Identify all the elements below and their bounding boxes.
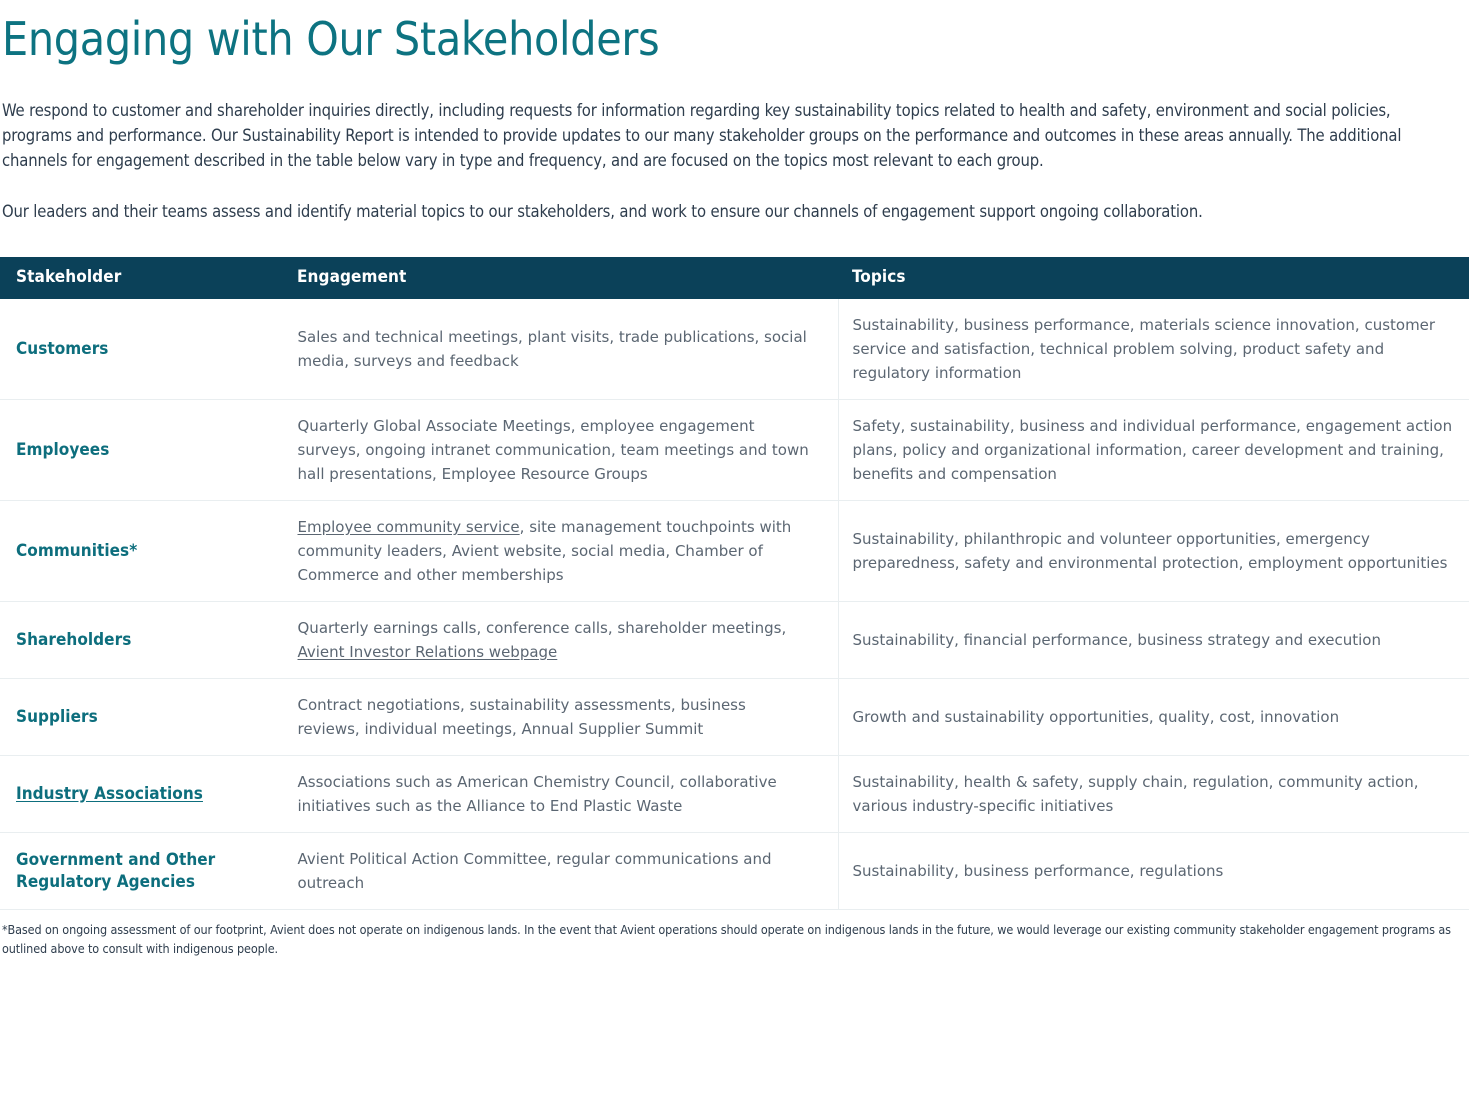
column-header-engagement: Engagement xyxy=(279,257,838,299)
engagement-text: Quarterly earnings calls, conference cal… xyxy=(297,619,787,637)
cell-stakeholder: Government and Other Regulatory Agencies xyxy=(0,832,280,910)
table-header-row: Stakeholder Engagement Topics xyxy=(0,257,1469,299)
intro-block: We respond to customer and shareholder i… xyxy=(0,98,1469,224)
column-header-topics: Topics xyxy=(838,257,1469,299)
cell-topics: Sustainability, business performance, ma… xyxy=(838,299,1469,400)
table-footnote: *Based on ongoing assessment of our foot… xyxy=(2,922,1451,956)
cell-stakeholder: Customers xyxy=(0,299,280,400)
engagement-link[interactable]: Employee community service xyxy=(297,518,520,536)
cell-engagement: Contract negotiations, sustainability as… xyxy=(279,678,839,756)
cell-engagement: Associations such as American Chemistry … xyxy=(279,755,839,833)
cell-engagement: Avient Political Action Committee, regul… xyxy=(279,832,839,910)
engagement-text-rest: , site management touchpoints with commu… xyxy=(297,518,792,584)
cell-stakeholder: Communities* xyxy=(0,500,280,602)
cell-stakeholder: Shareholders xyxy=(0,601,280,679)
cell-engagement[interactable]: Quarterly earnings calls, conference cal… xyxy=(279,601,839,679)
table-row: Suppliers Contract negotiations, sustaina… xyxy=(0,678,1469,756)
cell-engagement: Sales and technical meetings, plant visi… xyxy=(279,299,839,400)
table-row: Employees Quarterly Global Associate Meet… xyxy=(0,399,1469,501)
table-row: Industry Associations Associations such a… xyxy=(0,755,1469,833)
page-title: Engaging with Our Stakeholders xyxy=(2,12,660,66)
cell-topics: Safety, sustainability, business and ind… xyxy=(838,399,1469,501)
engagement-link[interactable]: Avient Investor Relations webpage xyxy=(297,643,558,661)
cell-topics: Growth and sustainability opportunities,… xyxy=(838,678,1469,756)
cell-stakeholder: Suppliers xyxy=(0,678,280,756)
table-header: Stakeholder Engagement Topics xyxy=(0,257,1469,299)
intro-paragraph-2: Our leaders and their teams assess and i… xyxy=(2,202,1203,221)
cell-topics: Sustainability, financial performance, b… xyxy=(838,601,1469,679)
intro-paragraph-1: We respond to customer and shareholder i… xyxy=(2,101,1402,170)
cell-topics: Sustainability, business performance, re… xyxy=(838,832,1469,910)
table-row: Shareholders Quarterly earnings calls, co… xyxy=(0,601,1469,679)
cell-engagement: Quarterly Global Associate Meetings, emp… xyxy=(279,399,839,501)
cell-stakeholder: Employees xyxy=(0,399,280,501)
table-body: Customers Sales and technical meetings, p… xyxy=(0,299,1469,910)
stakeholder-engagement-page: Engaging with Our Stakeholders We respon… xyxy=(0,12,1469,956)
stakeholder-link[interactable]: Industry Associations xyxy=(16,784,203,804)
cell-stakeholder[interactable]: Industry Associations xyxy=(0,755,280,833)
table-row: Communities* Employee community service, … xyxy=(0,500,1469,602)
column-header-stakeholder: Stakeholder xyxy=(0,257,279,299)
cell-topics: Sustainability, philanthropic and volunt… xyxy=(838,500,1469,602)
cell-topics: Sustainability, health & safety, supply … xyxy=(838,755,1469,833)
stakeholder-engagement-table: Stakeholder Engagement Topics Customers S… xyxy=(0,257,1469,910)
cell-engagement[interactable]: Employee community service, site managem… xyxy=(279,500,839,602)
table-row: Customers Sales and technical meetings, p… xyxy=(0,299,1469,400)
table-row: Government and Other Regulatory Agencies… xyxy=(0,832,1469,910)
